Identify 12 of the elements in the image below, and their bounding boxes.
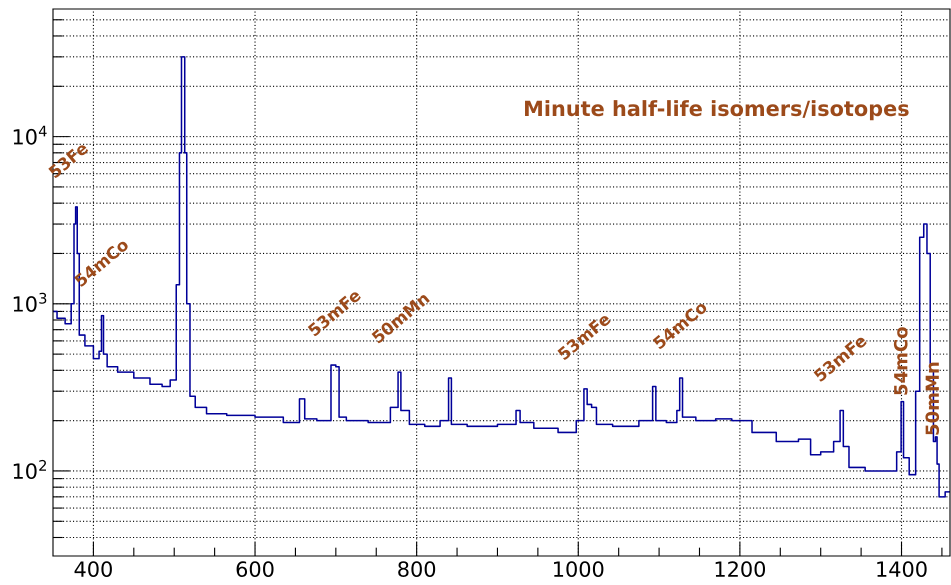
annotation: 50mMn xyxy=(925,362,940,435)
x-tick-label: 800 xyxy=(398,561,436,577)
text: Minute half-life isomers/isotopes xyxy=(525,100,909,120)
y-tick-label: 10$^{3}$ xyxy=(14,292,46,312)
x-tick-label: 1200 xyxy=(716,561,766,577)
x-tick-label: 1400 xyxy=(877,561,927,577)
x-tick-label: 600 xyxy=(236,561,274,577)
y-tick-label: 10$^{4}$ xyxy=(14,126,47,145)
y-tick-label: 10$^{2}$ xyxy=(14,460,46,480)
annotation: 54mCo xyxy=(894,327,908,395)
x-tick-label: 1000 xyxy=(554,561,604,577)
x-tick-label: 400 xyxy=(74,561,112,577)
